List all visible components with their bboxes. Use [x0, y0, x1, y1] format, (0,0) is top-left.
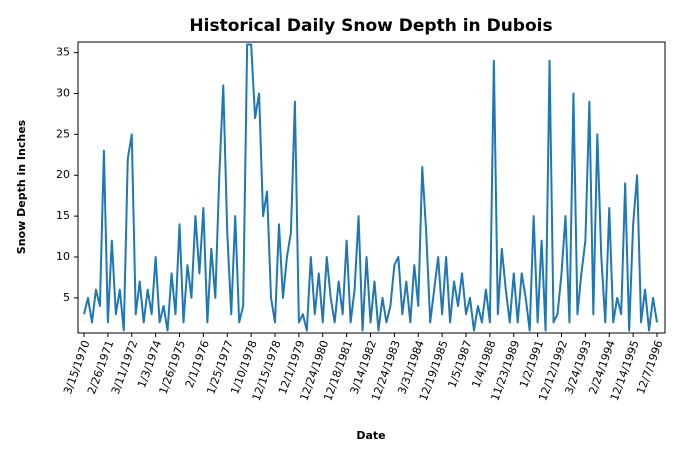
plot-frame: [77, 41, 666, 334]
y-tick-label: 20: [56, 168, 70, 181]
y-tick-label: 15: [56, 209, 70, 222]
y-tick-label: 35: [56, 46, 70, 59]
x-axis-label: Date: [356, 429, 385, 442]
y-tick-label: 30: [56, 86, 70, 99]
y-axis-label: Snow Depth in Inches: [15, 119, 28, 254]
y-tick-label: 25: [56, 127, 70, 140]
chart-title: Historical Daily Snow Depth in Dubois: [189, 16, 552, 36]
y-tick-label: 10: [56, 250, 70, 263]
y-tick-label: 5: [63, 291, 70, 304]
snow-depth-line: [83, 43, 658, 332]
